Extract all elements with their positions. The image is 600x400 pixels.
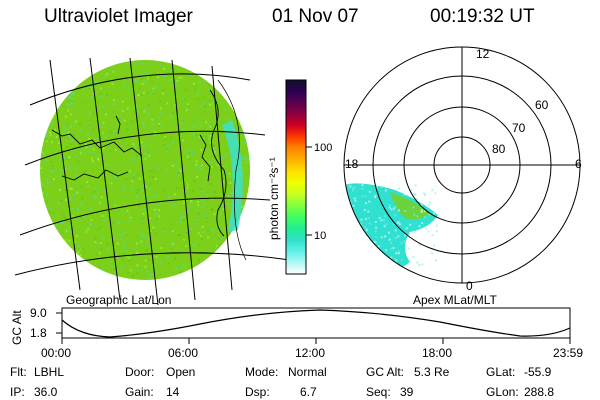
mlt-label-18: 18 (345, 157, 359, 171)
status-ip-value: 36.0 (34, 385, 58, 399)
auroral-oval-blob (344, 183, 438, 269)
status-gain-label: Gain: (125, 385, 154, 399)
mlat-label-80: 80 (492, 142, 506, 156)
status-mode-value: Normal (288, 365, 327, 379)
status-gain-value: 14 (166, 385, 180, 399)
status-door-label: Door: (125, 365, 154, 379)
colorbar-unit-label: photon cm⁻²s⁻¹ (267, 157, 281, 240)
status-gcalt-value: 5.3 Re (414, 365, 450, 379)
mlat-label-70: 70 (512, 121, 526, 135)
altitude-xtick-2359: 23:59 (553, 346, 583, 360)
status-panel: Flt: LBHL Door: Open Mode: Normal GC Alt… (10, 365, 554, 399)
colorbar: 100 10 photon cm⁻²s⁻¹ (267, 79, 332, 275)
status-mode-label: Mode: (245, 365, 278, 379)
altitude-curve (61, 309, 571, 338)
status-glat-value: -55.9 (524, 365, 552, 379)
status-flt-label: Flt: (10, 365, 27, 379)
status-glon-value: 288.8 (524, 385, 554, 399)
altitude-ylabel: GC Alt (10, 310, 24, 345)
colorbar-rect (285, 79, 307, 275)
geo-edge-glow (222, 120, 243, 232)
altitude-plot: GC Alt 9.0 1.8 00:00 06:00 12:00 18:00 2… (10, 306, 583, 360)
altitude-xtick-0600: 06:00 (168, 346, 198, 360)
auroral-oval-accent (390, 192, 430, 220)
app-title: Ultraviolet Imager (44, 6, 193, 27)
polar-panel: 12 18 6 0 60 70 80 (343, 46, 582, 293)
geo-grid-lines (14, 57, 291, 306)
altitude-plot-frame (61, 307, 571, 339)
geo-panel-label: Geographic Lat/Lon (66, 293, 171, 307)
date-display: 01 Nov 07 (272, 6, 359, 27)
status-glon-label: GLon: (486, 385, 519, 399)
status-door-value: Open (166, 365, 195, 379)
coastline-icon (51, 79, 247, 261)
altitude-yticks (56, 312, 62, 334)
status-gcalt-label: GC Alt: (366, 365, 404, 379)
status-dsp-value: 6.7 (300, 385, 317, 399)
altitude-xticks (61, 338, 571, 344)
altitude-xtick-1800: 18:00 (422, 346, 452, 360)
geo-panel (14, 57, 291, 306)
status-seq-value: 39 (400, 385, 414, 399)
polar-panel-label: Apex MLat/MLT (413, 293, 497, 307)
altitude-ytick-1-8: 1.8 (30, 326, 47, 340)
altitude-xtick-1200: 12:00 (295, 346, 325, 360)
time-display: 00:19:32 UT (430, 6, 535, 27)
mlt-label-6: 6 (575, 157, 582, 171)
mlt-label-0: 0 (466, 279, 473, 293)
mlt-label-12: 12 (476, 47, 490, 61)
polar-emission (344, 183, 438, 269)
status-flt-value: LBHL (34, 365, 64, 379)
colorbar-label-100: 100 (314, 142, 332, 154)
polar-grid (343, 46, 581, 284)
mlat-label-60: 60 (535, 98, 549, 112)
altitude-ytick-9: 9.0 (30, 306, 47, 320)
status-dsp-label: Dsp: (245, 385, 270, 399)
colorbar-label-10: 10 (314, 230, 326, 242)
status-seq-label: Seq: (366, 385, 391, 399)
altitude-xtick-0000: 00:00 (41, 346, 71, 360)
status-ip-label: IP: (10, 385, 25, 399)
status-glat-label: GLat: (486, 365, 515, 379)
